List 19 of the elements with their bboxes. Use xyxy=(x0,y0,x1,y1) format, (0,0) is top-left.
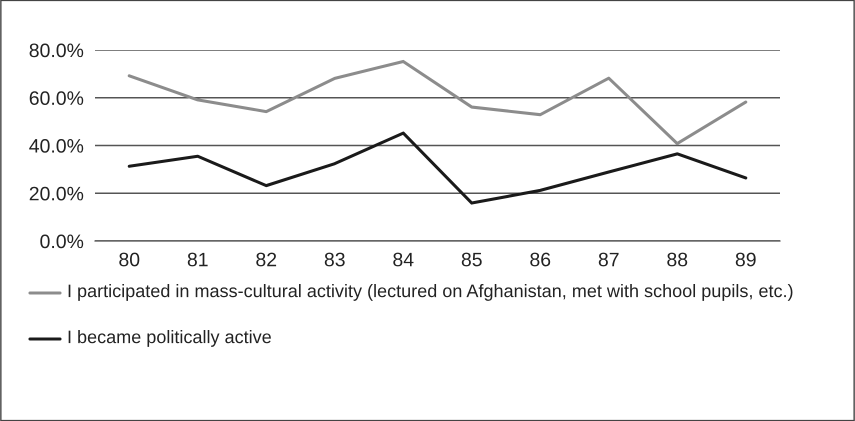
y-tick-label: 60.0% xyxy=(30,91,84,105)
x-tick-label: 80 xyxy=(119,252,140,266)
x-tick-label: 85 xyxy=(462,252,482,266)
x-tick-label: 84 xyxy=(393,252,414,266)
x-tick-label: 88 xyxy=(667,252,688,266)
y-tick-label: 0.0% xyxy=(40,234,84,248)
line-series xyxy=(128,60,748,146)
x-tick-label: 83 xyxy=(324,252,345,266)
x-tick-label: 81 xyxy=(188,252,208,266)
y-tick-label: 80.0% xyxy=(30,43,84,58)
x-tick-label: 86 xyxy=(530,252,550,266)
legend-label: I participated in mass-cultural activity (lectured on Afghanistan, met with school pupils, etc.) xyxy=(68,284,792,301)
x-tick-label: 87 xyxy=(598,252,619,266)
x-tick-label: 82 xyxy=(256,252,276,266)
y-tick-label: 20.0% xyxy=(30,186,84,200)
line-series xyxy=(128,132,748,205)
x-tick-label: 89 xyxy=(736,252,756,266)
y-tick-label: 40.0% xyxy=(29,138,84,153)
legend-label: I became politically active xyxy=(68,330,271,347)
